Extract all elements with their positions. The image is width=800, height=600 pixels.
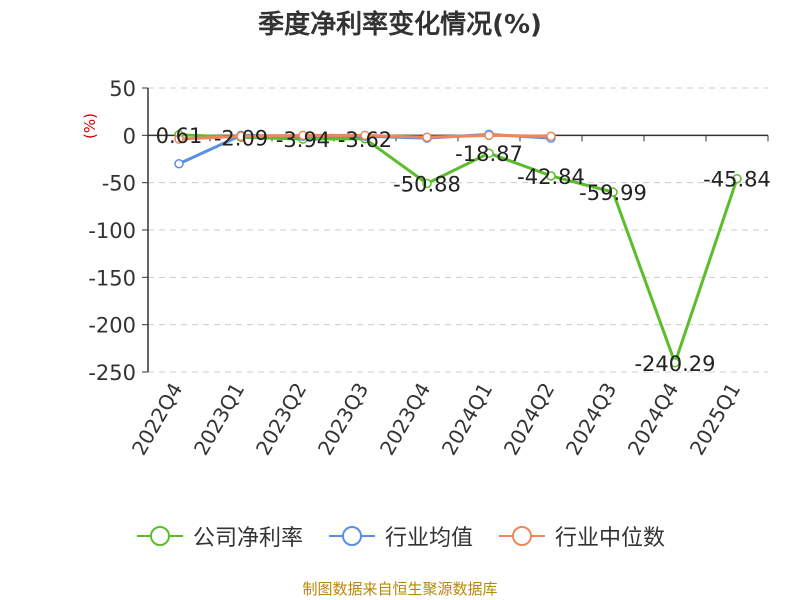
x-tick-label: 2024Q3 — [561, 379, 621, 460]
y-tick-label: -100 — [88, 219, 136, 243]
source-note: 制图数据来自恒生聚源数据库 — [302, 580, 498, 598]
data-point — [546, 171, 556, 181]
x-tick-label: 2023Q1 — [189, 379, 249, 460]
grid-layer — [148, 87, 768, 373]
data-point — [484, 148, 494, 158]
legend-marker-icon — [499, 526, 545, 546]
data-point — [670, 358, 680, 368]
y-axis-unit: (%) — [81, 113, 99, 139]
x-tick-label: 2024Q4 — [623, 379, 683, 460]
x-tick-label: 2023Q3 — [313, 379, 373, 460]
data-label: -18.87 — [455, 142, 523, 166]
x-tick-label: 2025Q1 — [685, 379, 745, 460]
data-label: -42.84 — [517, 165, 585, 189]
data-point — [174, 134, 184, 144]
data-label: -50.88 — [393, 172, 461, 196]
x-tick-label: 2023Q4 — [375, 379, 435, 460]
x-tick-label: 2023Q2 — [251, 379, 311, 460]
legend: 公司净利率 行业均值 行业中位数 — [0, 520, 800, 552]
data-point — [174, 158, 184, 169]
y-tick-label: -250 — [88, 361, 136, 385]
legend-label: 行业中位数 — [555, 526, 666, 551]
series-layer — [174, 129, 742, 368]
data-point — [484, 130, 494, 141]
x-tick-label: 2024Q1 — [437, 379, 497, 460]
series-line-0 — [178, 133, 739, 365]
data-point — [236, 131, 246, 142]
data-point — [298, 130, 308, 141]
y-tick-label: -200 — [88, 314, 136, 338]
legend-label: 公司净利率 — [192, 526, 303, 551]
data-label: -3.94 — [276, 128, 330, 152]
data-label: 0.61 — [156, 124, 203, 148]
label-layer: 0.61 -2.09 -3.94 -3.62-50.88 -18.87-42.84-59… — [156, 124, 771, 376]
y-tick-label: 0 — [123, 124, 136, 148]
data-label: -45.84 — [703, 168, 771, 192]
data-point — [546, 131, 556, 142]
y-tick-label: -150 — [88, 266, 136, 290]
legend-marker-icon — [136, 526, 183, 546]
data-point — [360, 130, 370, 141]
x-tick-label: 2024Q2 — [499, 379, 559, 460]
legend-label: 行业均值 — [384, 526, 473, 551]
data-point — [422, 178, 432, 189]
chart-title: 季度净利率变化情况(%) — [258, 10, 542, 40]
data-label: -3.62 — [338, 128, 392, 152]
data-point — [608, 187, 618, 197]
y-tick-label: 50 — [109, 77, 136, 101]
data-label: -2.09 — [214, 126, 268, 150]
x-tick-label: 2022Q4 — [127, 379, 187, 460]
data-label: -59.99 — [579, 181, 647, 205]
legend-item[interactable]: 行业中位数 — [497, 520, 665, 552]
legend-marker-icon — [328, 526, 375, 546]
data-point — [422, 132, 432, 142]
legend-item[interactable]: 公司净利率 — [135, 520, 303, 552]
data-point — [732, 173, 742, 184]
y-tick-label: -50 — [102, 172, 136, 196]
legend-item[interactable]: 行业均值 — [327, 520, 473, 552]
data-label: -240.29 — [634, 352, 715, 376]
